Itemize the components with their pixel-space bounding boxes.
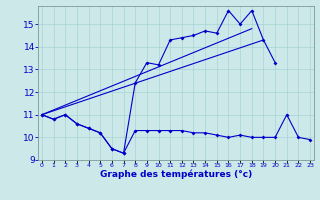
- X-axis label: Graphe des températures (°c): Graphe des températures (°c): [100, 170, 252, 179]
